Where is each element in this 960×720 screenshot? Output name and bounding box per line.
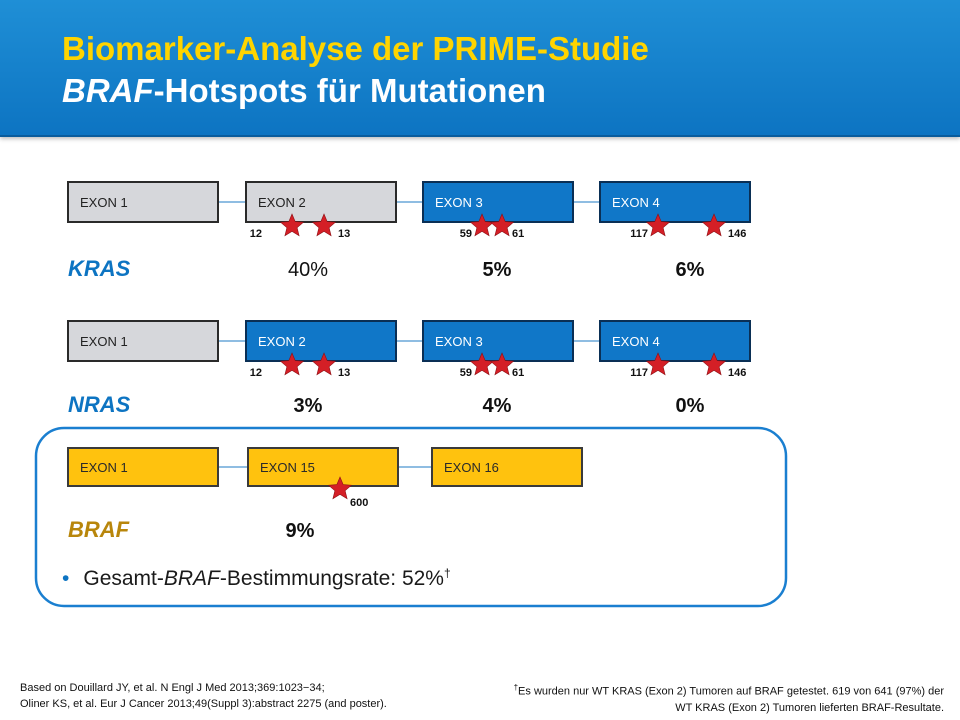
kras-exon-box (599, 181, 751, 223)
nras-exon-label: EXON 2 (258, 334, 306, 349)
kras-exon-label: EXON 2 (258, 195, 306, 210)
bullet-suffix: -Bestimmungsrate: 52% (219, 567, 444, 590)
subtitle-rest: -Hotspots für Mutationen (153, 72, 546, 109)
nras-exon-box (67, 320, 219, 362)
nras-mutation-rate: 0% (676, 395, 705, 417)
kras-hotspot-star (645, 213, 671, 237)
footnote-dagger: † (513, 683, 519, 692)
kras-exon-label: EXON 3 (435, 195, 483, 210)
bullet-dagger: † (443, 566, 451, 580)
subtitle-italic-part: BRAF (62, 72, 154, 109)
braf-exon-box (67, 447, 219, 487)
kras-gene-label: KRAS (68, 256, 131, 281)
braf-exon-box (431, 447, 583, 487)
kras-hotspot-codon: 117 (630, 228, 648, 240)
bullet-dot: • (62, 567, 70, 590)
reference-line-1: Based on Douillard JY, et al. N Engl J M… (20, 682, 325, 694)
braf-exon-label: EXON 15 (260, 460, 315, 475)
nras-hotspot-star (701, 352, 727, 376)
kras-hotspot-codon: 12 (250, 228, 262, 240)
nras-hotspot-codon: 12 (250, 367, 262, 379)
references: Based on Douillard JY, et al. N Engl J M… (20, 680, 387, 712)
kras-mutation-rate: 5% (483, 259, 512, 281)
kras-hotspot-star (701, 213, 727, 237)
nras-exon-label: EXON 3 (435, 334, 483, 349)
footnote: †Es wurden nur WT KRAS (Exon 2) Tumoren … (504, 680, 944, 716)
nras-exon-label: EXON 1 (80, 334, 128, 349)
nras-hotspot-star (645, 352, 671, 376)
slide-header: Biomarker-Analyse der PRIME-Studie BRAF-… (0, 0, 960, 137)
braf-hotspot-star (327, 476, 353, 500)
nras-hotspot-codon: 61 (512, 367, 524, 379)
kras-exon-box (422, 181, 574, 223)
nras-exon-box (422, 320, 574, 362)
kras-hotspot-star (279, 213, 305, 237)
kras-hotspot-star (489, 213, 515, 237)
slide-subtitle: BRAF-Hotspots für Mutationen (62, 72, 546, 110)
nras-hotspot-star (279, 352, 305, 376)
nras-exon-box (599, 320, 751, 362)
slide-title: Biomarker-Analyse der PRIME-Studie (62, 30, 649, 67)
nras-hotspot-codon: 146 (728, 367, 746, 379)
nras-gene-label: NRAS (68, 392, 131, 417)
braf-highlight-box (34, 426, 788, 608)
braf-exon-label: EXON 1 (80, 460, 128, 475)
nras-mutation-rate: 4% (483, 395, 512, 417)
nras-hotspot-star (489, 352, 515, 376)
kras-hotspot-codon: 13 (338, 228, 350, 240)
nras-hotspot-codon: 59 (460, 367, 472, 379)
nras-hotspot-codon: 13 (338, 367, 350, 379)
footnote-text: Es wurden nur WT KRAS (Exon 2) Tumoren a… (518, 685, 944, 714)
kras-exon-label: EXON 4 (612, 195, 660, 210)
kras-mutation-rate: 6% (676, 259, 705, 281)
nras-hotspot-star (311, 352, 337, 376)
kras-hotspot-codon: 146 (728, 228, 746, 240)
nras-hotspot-codon: 117 (630, 367, 648, 379)
kras-exon-box (67, 181, 219, 223)
braf-gene-label: BRAF (68, 517, 130, 542)
kras-hotspot-codon: 61 (512, 228, 524, 240)
kras-hotspot-codon: 59 (460, 228, 472, 240)
bullet-braf-rate: • Gesamt-BRAF-Bestimmungsrate: 52%† (62, 566, 451, 591)
bullet-italic: BRAF (163, 567, 220, 590)
bullet-prefix: Gesamt- (83, 567, 164, 590)
braf-mutation-rate: 9% (286, 520, 315, 542)
braf-exon-label: EXON 16 (444, 460, 499, 475)
kras-hotspot-star (311, 213, 337, 237)
nras-mutation-rate: 3% (294, 395, 323, 417)
nras-exon-label: EXON 4 (612, 334, 660, 349)
braf-exon-box (247, 447, 399, 487)
kras-exon-label: EXON 1 (80, 195, 128, 210)
kras-mutation-rate: 40% (288, 259, 328, 281)
braf-hotspot-codon: 600 (350, 497, 368, 509)
reference-line-2: Oliner KS, et al. Eur J Cancer 2013;49(S… (20, 698, 387, 710)
